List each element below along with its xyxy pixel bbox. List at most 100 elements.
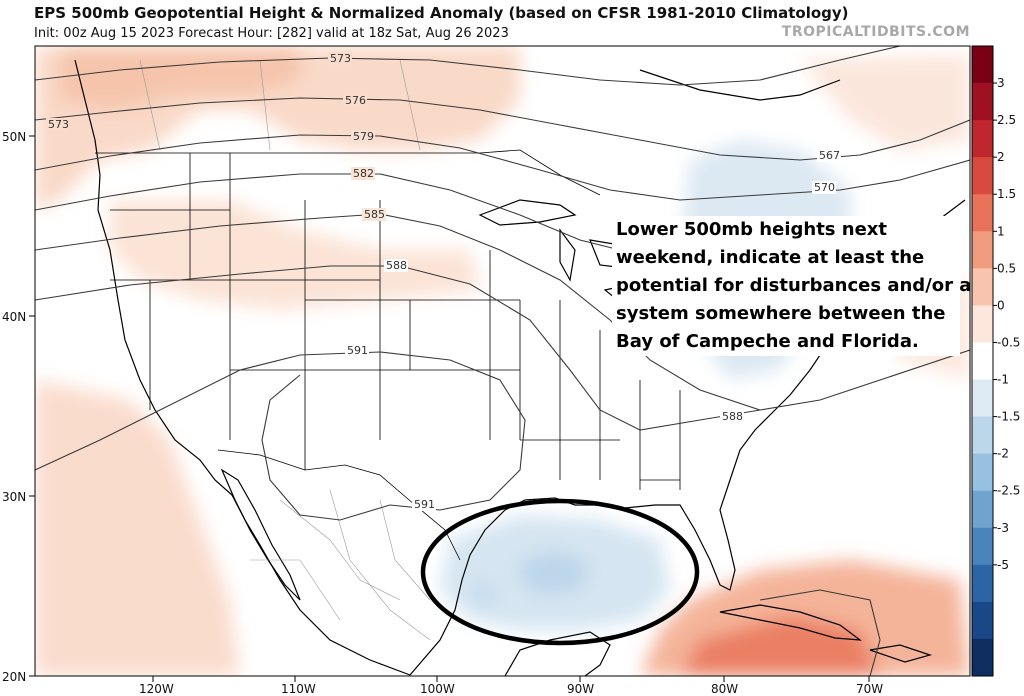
contour-label: 567: [819, 149, 840, 162]
contour-label: 585: [364, 208, 385, 221]
annotation-box: Lower 500mb heights next weekend, indica…: [612, 216, 972, 356]
colorbar-tick-label: -2: [997, 447, 1009, 461]
warm-anomaly-caribbean-core: [680, 615, 880, 676]
mexico-state-borders: [139, 59, 431, 641]
anomaly-colorbar: [971, 45, 994, 677]
colorbar-swatch: [972, 527, 993, 566]
hudson-bay-coast: [639, 69, 841, 101]
annotation-line: potential for disturbances and/or a: [616, 275, 972, 296]
colorbar-swatch: [972, 268, 993, 306]
contour-591: [35, 351, 526, 521]
colorbar-border: [971, 45, 994, 677]
colorbar-tick-label: -3: [997, 521, 1009, 535]
colorbar-swatch: [972, 416, 993, 455]
hispaniola: [869, 644, 933, 663]
colorbar-swatch: [972, 638, 993, 677]
colorbar-tick-label: 3: [997, 76, 1005, 90]
colorbar-swatch: [972, 120, 993, 158]
colorbar-swatch: [972, 194, 993, 232]
brand-watermark: TROPICALTIDBITS.COM: [781, 24, 970, 40]
contour-label: 573: [48, 118, 69, 131]
lon-label: 120W: [139, 682, 174, 696]
colorbar-tick-label: 1.5: [997, 187, 1016, 201]
map-title: EPS 500mb Geopotential Height & Normaliz…: [34, 4, 849, 22]
lat-label: 20N: [2, 670, 26, 684]
warm-anomaly-ne: [800, 55, 970, 150]
warm-anomaly-plains: [110, 200, 480, 310]
lat-label: 40N: [2, 310, 26, 324]
colorbar-swatch: [972, 342, 993, 381]
contour-label: 591: [347, 344, 368, 357]
cool-anomaly-gulf-core: [520, 550, 590, 595]
latitude-axis: 50N 40N 30N 20N: [2, 130, 35, 684]
height-contours: [35, 46, 970, 676]
colorbar-swatch: [972, 490, 993, 529]
contour-labels: 573 576 579 582 585 588 591 567 570 588 …: [46, 52, 841, 511]
lon-label: 80W: [711, 682, 738, 696]
state-borders: [110, 153, 681, 490]
lon-label: 100W: [420, 682, 455, 696]
colorbar-tick-label: 2.5: [997, 113, 1016, 127]
warm-anomaly-nw-core: [60, 46, 300, 110]
contour-573: [35, 46, 901, 86]
colorbar-tick-label: -2.5: [997, 484, 1020, 498]
map-subtitle: Init: 00z Aug 15 2023 Forecast Hour: [28…: [34, 26, 509, 41]
lon-label: 70W: [856, 682, 883, 696]
longitude-axis: 120W 110W 100W 90W 80W 70W: [139, 676, 883, 696]
colorbar-tick-label: 0.5: [997, 261, 1016, 275]
political-borders: [95, 149, 681, 561]
contour-label: 588: [722, 410, 743, 423]
annotation-line: weekend, indicate at least the: [616, 247, 925, 268]
warm-anomaly-pacific: [35, 380, 240, 676]
lon-label: 110W: [281, 682, 316, 696]
colorbar-swatch: [972, 305, 993, 343]
colorbar-tick-label: -1: [997, 373, 1009, 387]
pacific-coastline: [74, 59, 411, 676]
colorbar-tick-label: -1.5: [997, 410, 1020, 424]
colorbar-tick-label: 2: [997, 150, 1005, 164]
colorbar-swatch: [972, 157, 993, 195]
contour-label: 573: [330, 52, 351, 65]
colorbar-ticks: 3 2.5 2 1.5 1 0.5 0 -0.5 -1 -1.5 -2 -2.5 -3 -5: [993, 76, 1020, 572]
contour-label: 591: [414, 498, 435, 511]
contour-label: 570: [814, 181, 835, 194]
colorbar-swatch: [972, 379, 993, 418]
geography: [74, 59, 966, 676]
contour-579-570: [35, 134, 970, 201]
contour-585: [35, 213, 970, 411]
colorbar-tick-label: 1: [997, 224, 1005, 238]
annotation-line: system somewhere between the: [616, 303, 946, 324]
map-border: [34, 45, 971, 677]
contour-label: 579: [353, 130, 374, 143]
baja-california: [220, 468, 301, 601]
contour-591-caribbean: [759, 589, 881, 676]
gulf-coastline: [409, 369, 811, 676]
colorbar-swatch: [972, 83, 993, 121]
contour-label: 582: [353, 167, 374, 180]
annotation-line: Lower 500mb heights next: [616, 219, 888, 240]
colorbar-tick-label: -0.5: [997, 335, 1020, 349]
us-mexico-border: [217, 449, 461, 561]
colorbar-swatch: [972, 601, 993, 640]
lat-label: 30N: [2, 490, 26, 504]
cuba: [719, 604, 863, 641]
colorbar-swatch: [972, 564, 993, 603]
lake-michigan: [559, 228, 576, 282]
yucatan-peninsula: [504, 631, 611, 676]
annotation-line: Bay of Campeche and Florida.: [616, 331, 919, 352]
us-canada-border: [95, 149, 601, 196]
contour-576-567: [35, 97, 970, 161]
contour-label: 576: [345, 94, 366, 107]
lon-label: 90W: [567, 682, 594, 696]
colorbar-swatch: [972, 453, 993, 492]
lat-label: 50N: [2, 130, 26, 144]
cool-anomaly-campeche: [470, 580, 495, 605]
contour-582: [35, 173, 621, 251]
highlight-ellipse: [420, 498, 700, 646]
contour-label: 588: [386, 259, 407, 272]
contour-588: [35, 265, 761, 431]
colorbar-swatch: [972, 46, 993, 84]
colorbar-tick-label: -5: [997, 558, 1009, 572]
colorbar-swatch: [972, 231, 993, 269]
colorbar-tick-label: 0: [997, 298, 1005, 312]
